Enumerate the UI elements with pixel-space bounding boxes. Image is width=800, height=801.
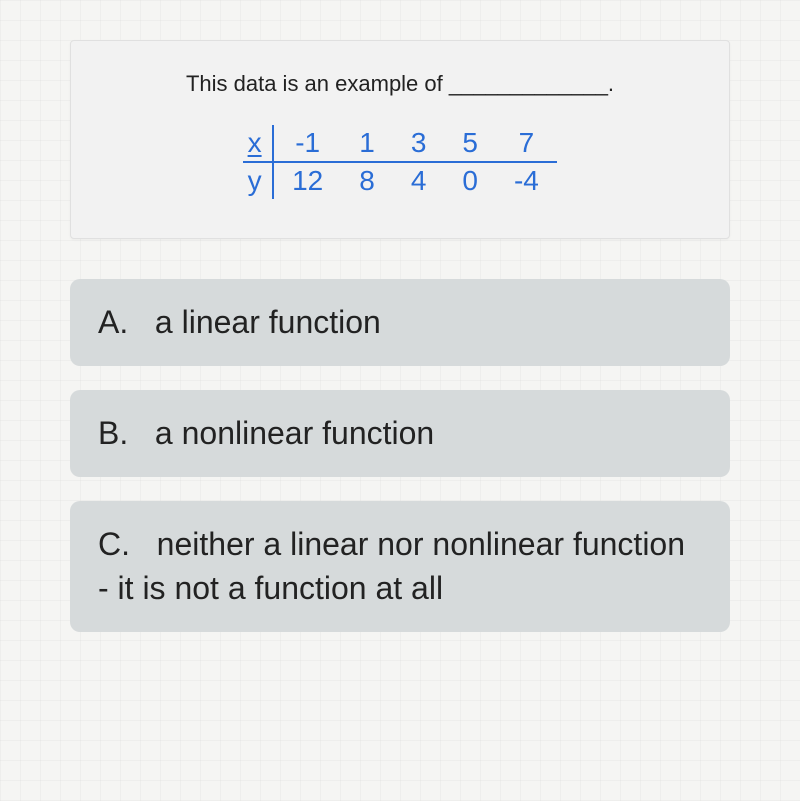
x-cell: -1 [273, 125, 341, 162]
data-table-wrap: x -1 1 3 5 7 y 12 8 4 0 -4 [107, 125, 693, 204]
x-cell: 7 [496, 125, 557, 162]
answer-letter: B. [98, 415, 128, 451]
x-cell: 3 [393, 125, 445, 162]
y-cell: 8 [341, 162, 393, 199]
y-cell: -4 [496, 162, 557, 199]
answer-option-c[interactable]: C. neither a linear nor nonlinear functi… [70, 501, 730, 631]
row-label-y: y [243, 162, 273, 199]
table-row-x: x -1 1 3 5 7 [243, 125, 557, 162]
row-label-x: x [243, 125, 273, 162]
answer-letter: A. [98, 304, 128, 340]
answer-text: a linear function [155, 304, 381, 340]
answer-letter: C. [98, 526, 130, 562]
answer-text: neither a linear nor nonlinear function … [98, 526, 685, 605]
question-prompt: This data is an example of _____________… [107, 71, 693, 97]
data-table: x -1 1 3 5 7 y 12 8 4 0 -4 [243, 125, 557, 199]
answer-option-a[interactable]: A. a linear function [70, 279, 730, 366]
y-cell: 0 [444, 162, 496, 199]
answer-text: a nonlinear function [155, 415, 434, 451]
x-cell: 1 [341, 125, 393, 162]
y-cell: 4 [393, 162, 445, 199]
question-card: This data is an example of _____________… [70, 40, 730, 239]
y-cell: 12 [273, 162, 341, 199]
spacer [137, 304, 146, 340]
x-cell: 5 [444, 125, 496, 162]
spacer [139, 526, 148, 562]
spacer [137, 415, 146, 451]
answer-option-b[interactable]: B. a nonlinear function [70, 390, 730, 477]
table-row-y: y 12 8 4 0 -4 [243, 162, 557, 199]
